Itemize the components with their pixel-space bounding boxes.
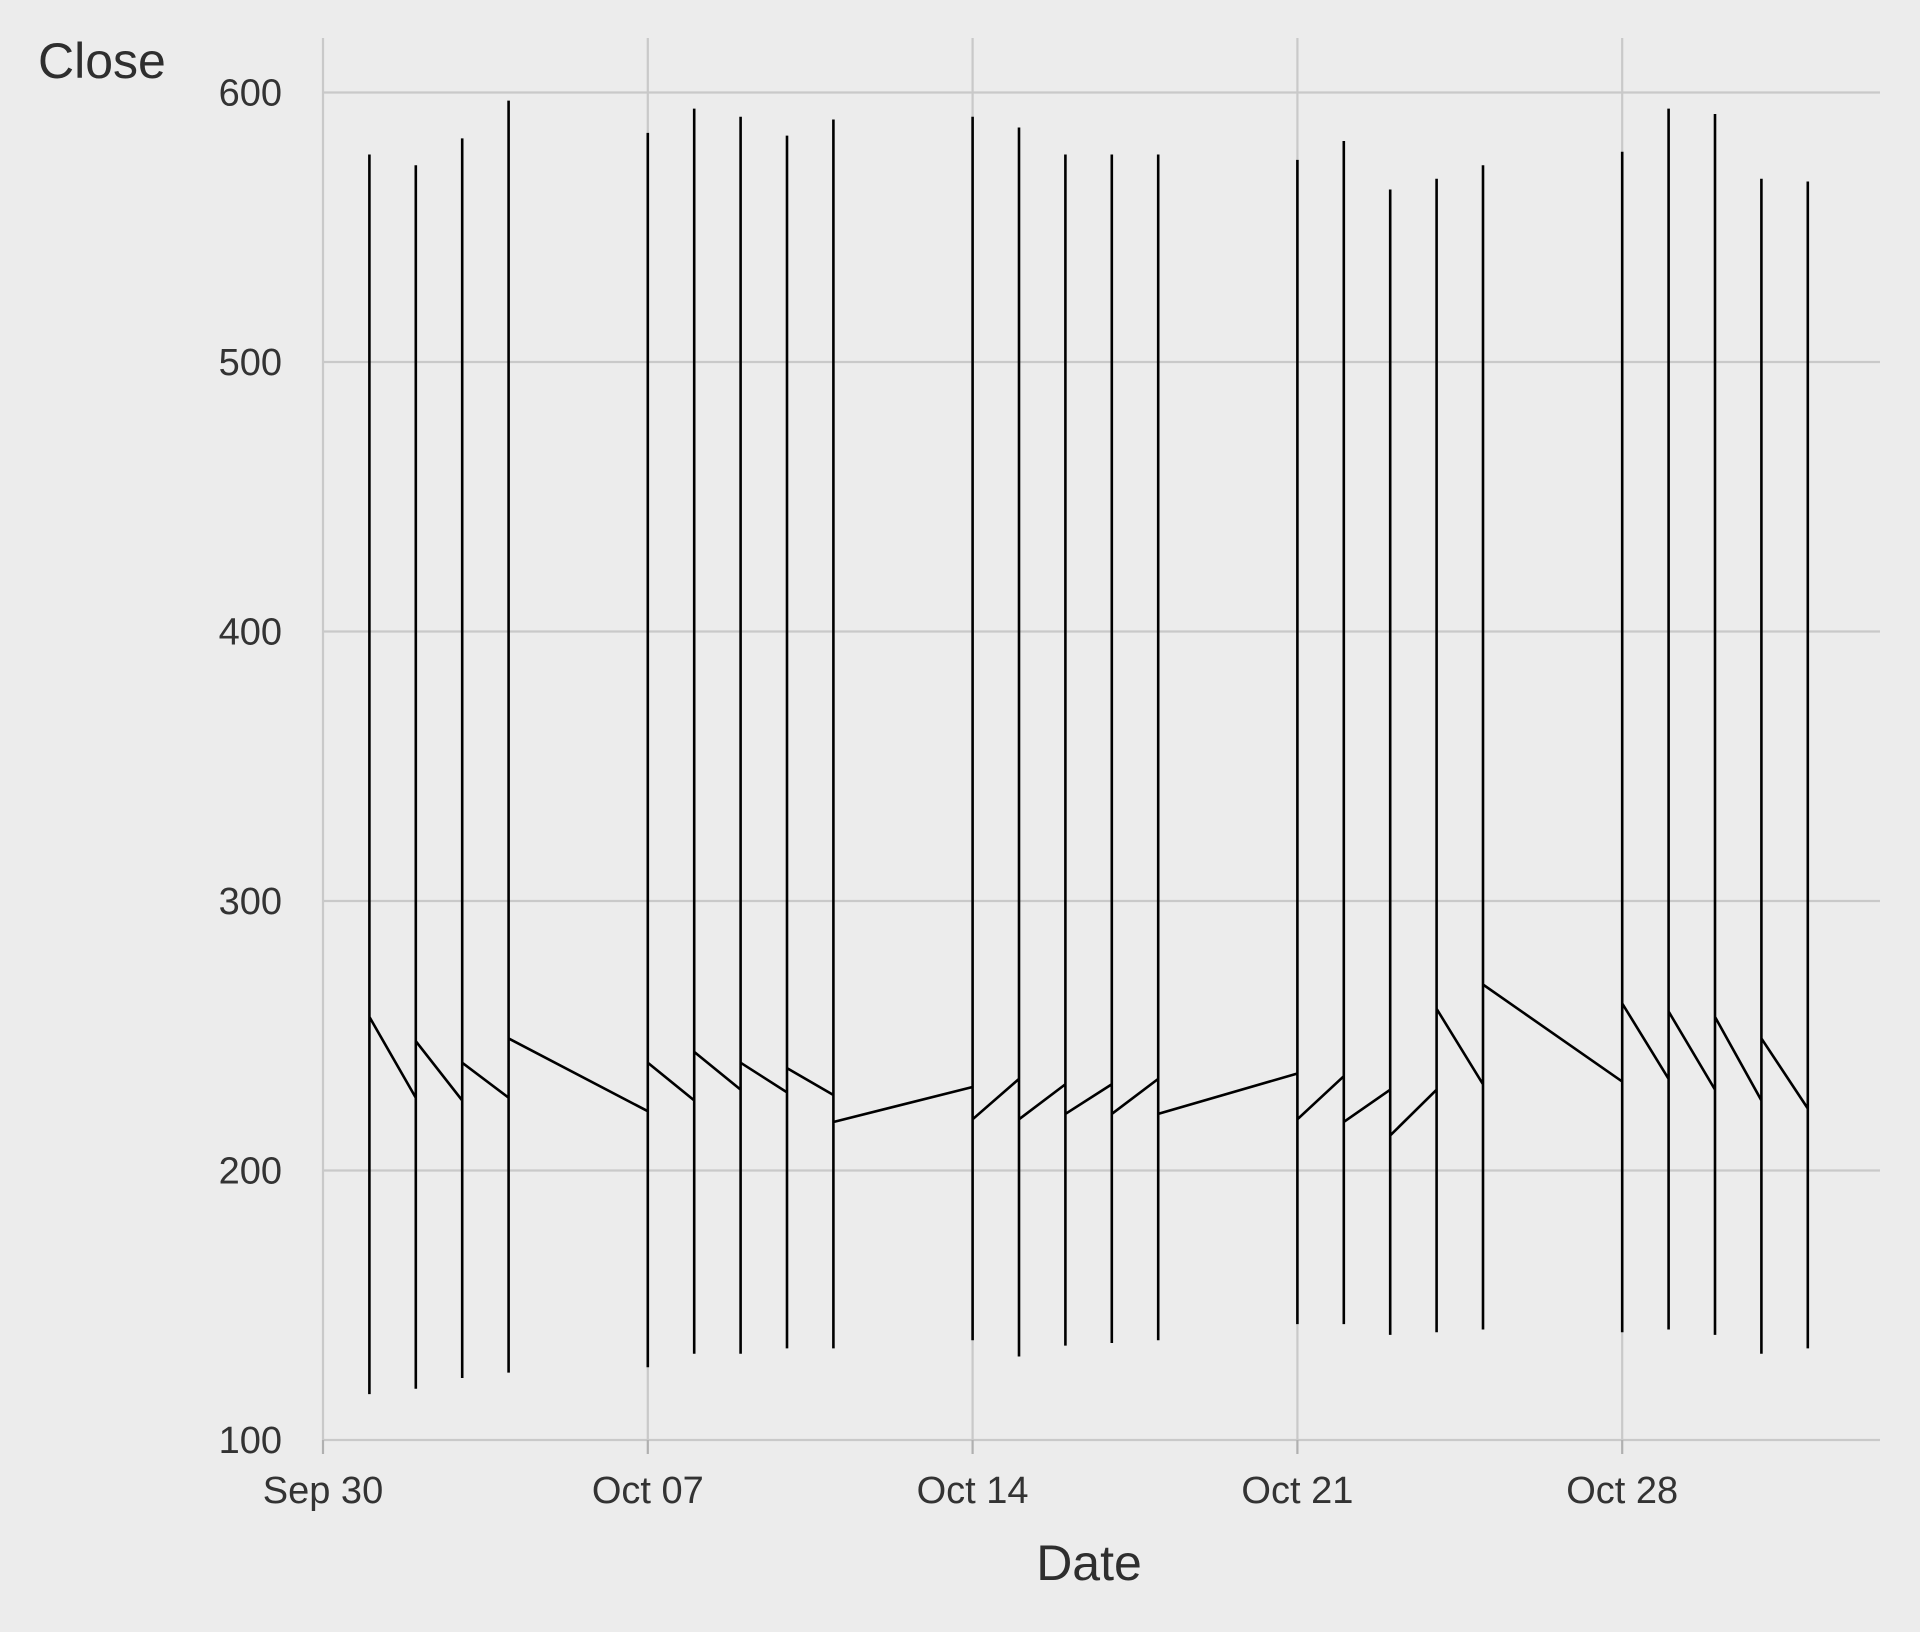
y-tick-label: 300 xyxy=(219,881,282,923)
x-tick-label: Oct 14 xyxy=(917,1470,1029,1512)
x-tick-label: Oct 28 xyxy=(1566,1470,1678,1512)
x-axis-tick-labels: Sep 30 Oct 07 Oct 14 Oct 21 Oct 28 xyxy=(263,1470,1678,1512)
y-axis-tick-labels: 100 200 300 400 500 600 xyxy=(219,73,282,1463)
y-axis-title: Close xyxy=(38,33,166,89)
x-axis-ticks xyxy=(321,1440,1624,1454)
series-line xyxy=(368,100,1810,1395)
series-layer xyxy=(368,100,1810,1395)
y-tick-label: 500 xyxy=(219,342,282,384)
y-tick-label: 600 xyxy=(219,73,282,115)
y-tick-label: 200 xyxy=(219,1151,282,1193)
y-tick-label: 100 xyxy=(219,1420,282,1462)
x-tick-label: Oct 07 xyxy=(592,1470,704,1512)
y-gridlines xyxy=(322,91,1880,1442)
x-tick-label: Sep 30 xyxy=(263,1470,383,1512)
y-tick-label: 400 xyxy=(219,612,282,654)
x-tick-label: Oct 21 xyxy=(1241,1470,1353,1512)
x-axis-title: Date xyxy=(1036,1535,1142,1591)
